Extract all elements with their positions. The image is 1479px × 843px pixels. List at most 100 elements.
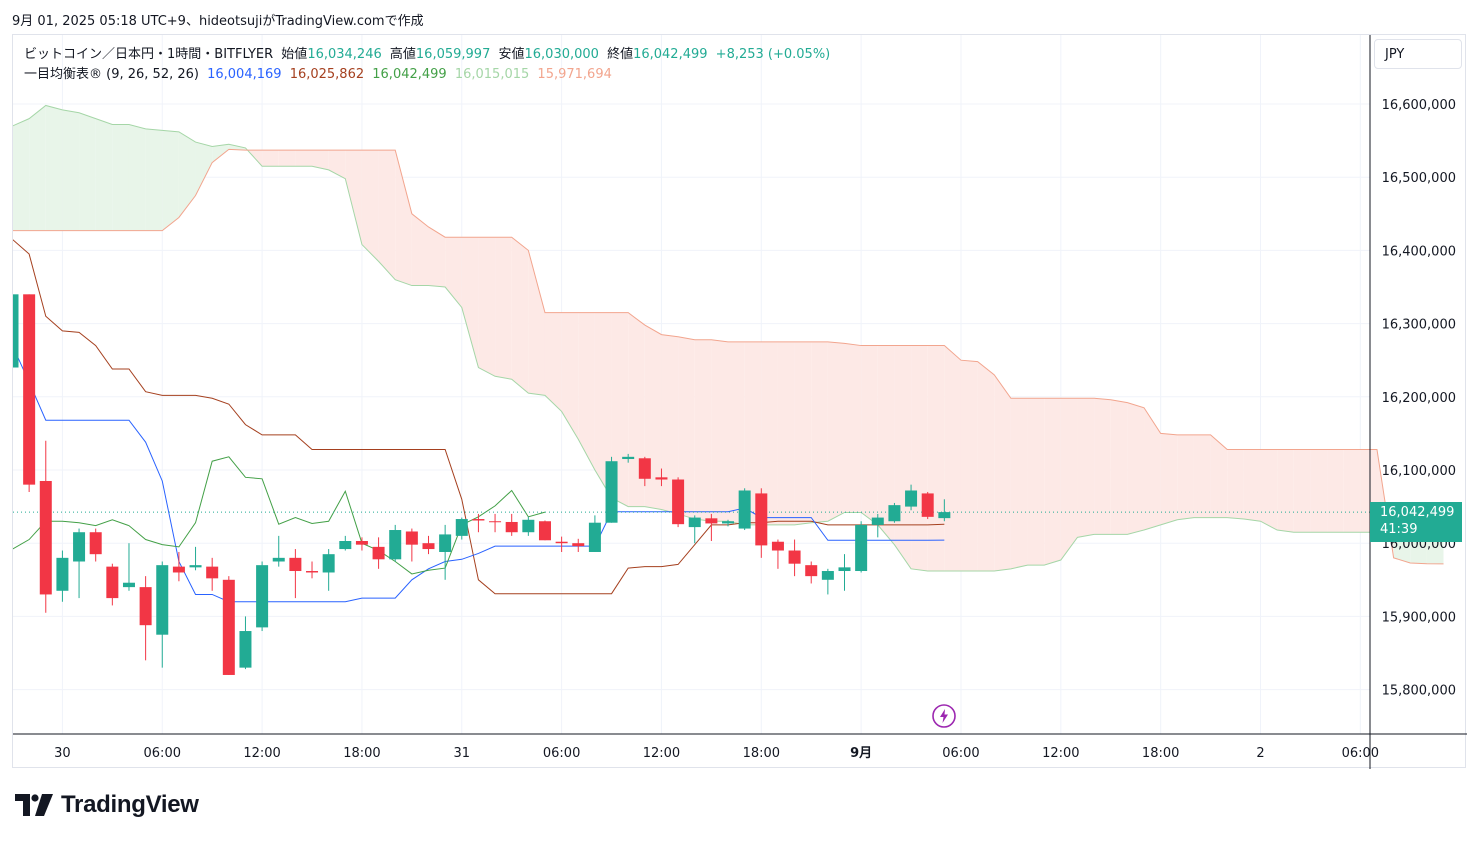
x-tick-label: 06:00 [942,746,979,761]
cloud-segment [927,345,945,572]
candle-body [489,521,502,523]
cloud-segment [95,118,113,231]
x-tick-label: 31 [454,746,471,761]
brand-name: TradingView [61,791,199,818]
candle-body [805,565,818,577]
legend-open: 16,034,246 [307,47,382,62]
x-tick-label: 18:00 [343,746,380,761]
cloud-segment [877,345,895,545]
candle-body [472,519,485,521]
legend-ohlc-row: ビットコイン／日本円・1時間・BITFLYER 始値16,034,246 高値1… [24,45,834,65]
cloud-segment [345,150,362,245]
cloud-segment [1243,449,1261,522]
x-tick-label: 12:00 [243,746,280,761]
kijun-sen-line [13,239,945,595]
legend-chikou: 16,042,499 [372,67,447,82]
legend-high-label: 高値 [389,47,416,62]
candle-body [688,517,701,528]
cloud-segment [944,345,961,572]
candle-body [39,480,52,595]
x-tick-label: 30 [54,746,71,761]
cloud-segment [411,213,429,286]
cloud-segment [861,345,878,525]
legend-low-label: 安値 [498,47,525,62]
cloud-segment [428,226,446,287]
cloud-segment [278,150,296,167]
y-tick-label: 16,200,000 [1382,391,1456,406]
cloud-segment [761,341,778,525]
candle-body [588,522,601,552]
cloud-segment [811,341,828,523]
candle-body [122,582,135,588]
cloud-segment [13,118,30,231]
cloud-segment [1060,398,1078,561]
currency-button[interactable]: JPY [1374,39,1462,69]
candle-body [638,458,651,479]
candle-body [738,490,751,529]
candle-body [855,524,868,572]
cloud-segment [1343,449,1361,533]
legend-open-label: 始値 [281,47,308,62]
cloud-segment [1044,398,1061,566]
legend-close-label: 終値 [607,47,634,62]
cloud-segment [128,124,146,231]
candle-body [921,493,934,517]
cloud-segment [1144,407,1161,531]
cloud-segment [495,237,512,380]
candle-body [838,567,851,572]
cloud-segment [661,334,679,514]
legend-indicator-row: 一目均衡表® (9, 26, 52, 26) 16,004,169 16,025… [24,65,834,85]
cloud-segment [1177,434,1194,520]
last-price-value: 16,042,499 [1380,505,1455,520]
cloud-segment [994,374,1011,572]
candle-body [622,456,635,460]
candle-body [256,565,269,628]
cloud-segment [511,237,529,394]
tenkan-sen-line [13,345,945,603]
chart-frame[interactable]: 15,800,000 15,900,000 16,000,000 16,100,000… [12,34,1467,769]
x-tick-label: 2 [1256,746,1264,761]
cloud-segment [178,131,196,218]
cloud-segment [528,250,545,396]
cloud-segment [62,109,80,231]
cloud-segment [312,150,329,170]
chart-canvas[interactable]: 15,800,00015,900,00016,000,00016,100,000… [13,35,1467,769]
cloud-segment [1260,449,1278,531]
chikou-span-line [13,456,546,575]
cloud-segment [29,105,46,231]
candle-body [405,531,418,545]
cloud-segment [79,112,96,231]
candle-body [239,631,252,668]
senkou-span-b-line [13,148,1444,565]
lightning-icon[interactable] [932,704,956,728]
cloud-segment [1160,433,1178,525]
header-caption: 9月 01, 2025 05:18 UTC+9、hideotsujiがTradi… [12,14,424,29]
cloud-segment [228,144,246,151]
brand-logo[interactable]: TradingView [15,791,199,819]
candle-body [272,557,285,562]
x-tick-label: 12:00 [643,746,680,761]
candle-body [289,557,302,572]
cloud-segment [644,325,662,510]
candle-body [771,541,784,551]
cloud-segment [378,150,396,280]
cloud-segment [744,341,762,525]
y-tick-label: 16,400,000 [1382,244,1456,259]
cloud-segment [1293,449,1311,533]
y-tick-label: 16,300,000 [1382,318,1456,333]
candle-body [522,519,535,533]
cloud-segment [794,341,812,525]
cloud-segment [594,312,612,498]
cloud-segment [1193,434,1211,518]
legend: ビットコイン／日本円・1時間・BITFLYER 始値16,034,246 高値1… [24,45,834,85]
cloud-segment [561,312,579,440]
candle-body [888,505,901,522]
candle-body [439,534,452,552]
ichimoku-lines [13,104,1461,603]
candle-body [871,517,884,525]
cloud-segment [844,343,862,513]
legend-close: 16,042,499 [633,47,708,62]
cloud-segment [361,150,379,262]
candle-body [505,521,518,533]
cloud-segment [544,312,562,412]
